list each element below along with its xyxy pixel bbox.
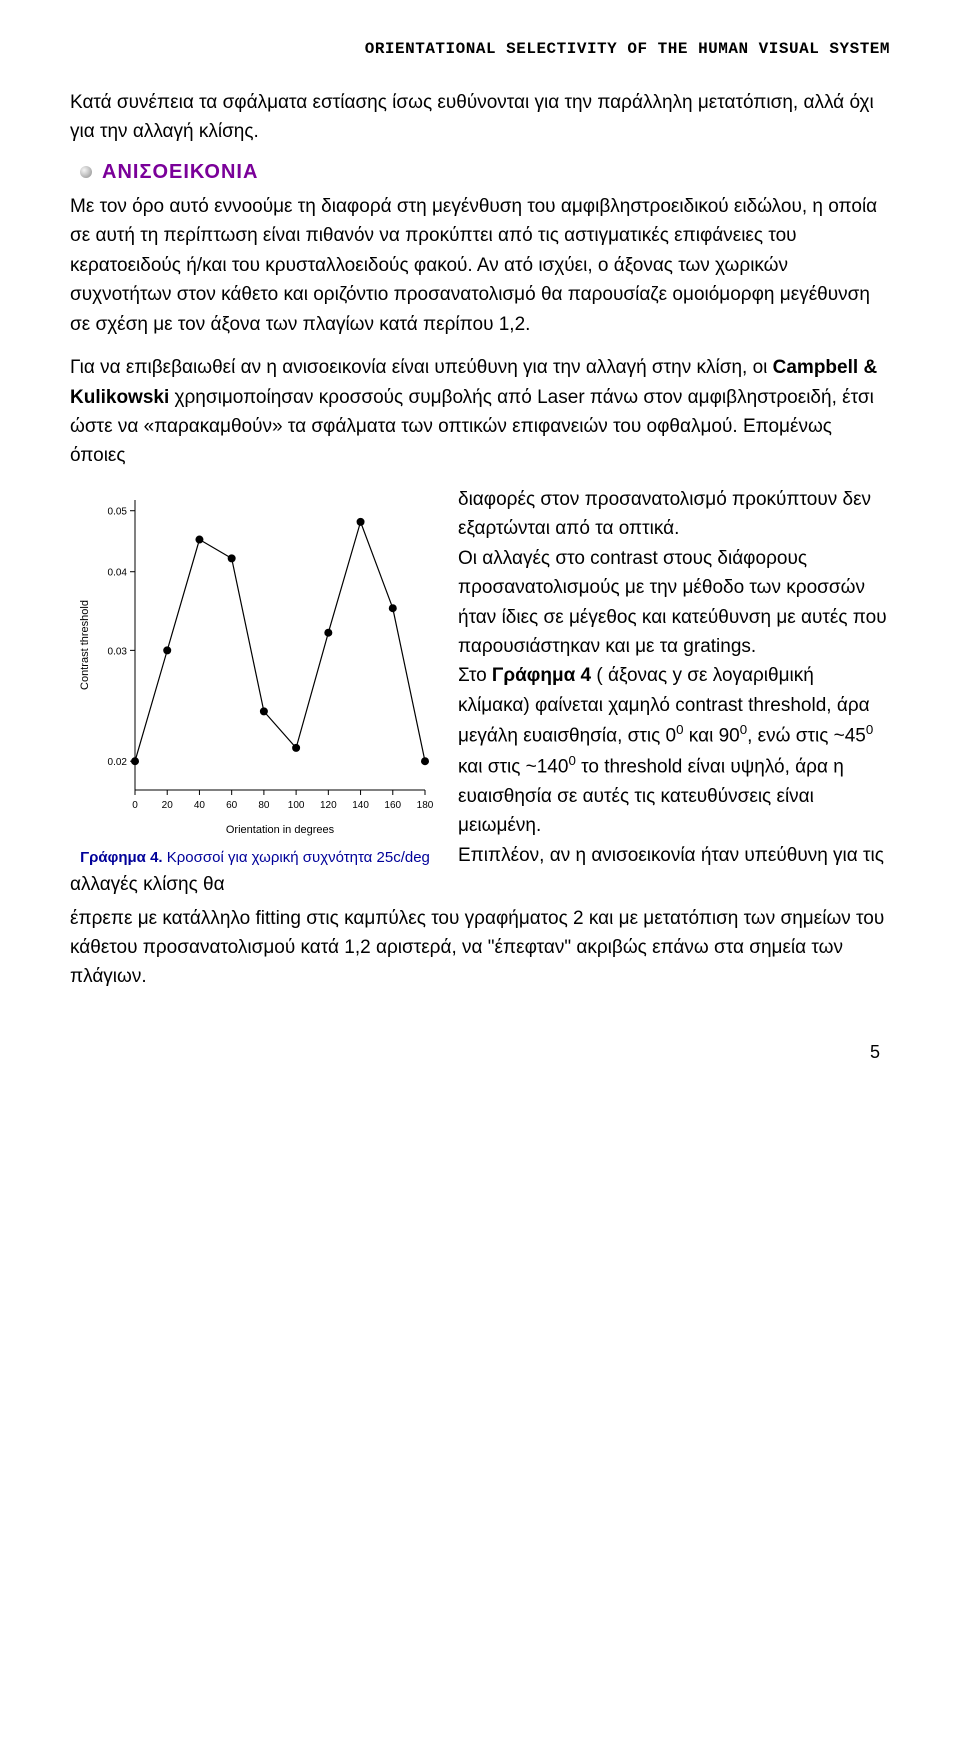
- svg-text:0.04: 0.04: [108, 568, 128, 579]
- svg-text:160: 160: [384, 800, 401, 811]
- svg-text:20: 20: [162, 800, 174, 811]
- text-run: Στο: [458, 665, 492, 686]
- figure-4: 0.02 0.03 0.04 0.05 0 20 40 60 80 100 120 140 160 180…: [70, 485, 440, 866]
- svg-text:0.03: 0.03: [108, 646, 128, 657]
- text-run: , ενώ στις ~45: [747, 726, 866, 747]
- svg-text:100: 100: [288, 800, 305, 811]
- superscript: 0: [676, 722, 683, 737]
- figure-4-chart: 0.02 0.03 0.04 0.05 0 20 40 60 80 100 120 140 160 180…: [70, 485, 440, 845]
- text-run: και στις ~140: [458, 756, 568, 777]
- bullet-icon: [80, 166, 92, 178]
- body-paragraph-1: Με τον όρο αυτό εννοούμε τη διαφορά στη …: [70, 192, 890, 339]
- text-run: Οι αλλαγές στο contrast στους διάφορους …: [458, 548, 887, 657]
- text-run: διαφορές στον προσανατολισμό προκύπτουν …: [458, 489, 871, 539]
- after-float-paragraph: έπρεπε με κατάλληλο fitting στις καμπύλε…: [70, 904, 890, 992]
- superscript: 0: [568, 753, 575, 768]
- svg-text:140: 140: [352, 800, 369, 811]
- svg-text:0.02: 0.02: [108, 757, 128, 768]
- svg-text:80: 80: [258, 800, 270, 811]
- text-run: Για να επιβεβαιωθεί αν η ανισοεικονία εί…: [70, 357, 773, 378]
- caption-rest: Κροσσοί για χωρική συχνότητα 25c/deg: [163, 849, 430, 866]
- section-title: ΑΝΙΣΟΕΙΚΟΝΙΑ: [102, 161, 258, 184]
- svg-text:Orientation in degrees: Orientation in degrees: [226, 824, 335, 836]
- svg-text:0.05: 0.05: [108, 507, 128, 518]
- text-run: και 90: [684, 726, 740, 747]
- svg-text:Contrast threshold: Contrast threshold: [79, 600, 91, 690]
- intro-paragraph: Κατά συνέπεια τα σφάλματα εστίασης ίσως …: [70, 88, 890, 147]
- caption-bold: Γράφημα 4.: [80, 849, 163, 866]
- svg-text:180: 180: [417, 800, 434, 811]
- text-run: χρησιμοποίησαν κροσσούς συμβολής από Las…: [70, 387, 874, 467]
- figure-4-caption: Γράφημα 4. Κροσσοί για χωρική συχνότητα …: [70, 849, 440, 866]
- svg-text:0: 0: [132, 800, 138, 811]
- page-header: ORIENTATIONAL SELECTIVITY OF THE HUMAN V…: [70, 40, 890, 58]
- superscript: 0: [866, 722, 873, 737]
- superscript: 0: [740, 722, 747, 737]
- section-heading-row: ΑΝΙΣΟΕΙΚΟΝΙΑ: [70, 161, 890, 184]
- figure-ref-bold: Γράφημα 4: [492, 665, 591, 686]
- svg-text:40: 40: [194, 800, 206, 811]
- svg-text:60: 60: [226, 800, 238, 811]
- page-number: 5: [70, 1042, 890, 1063]
- svg-text:120: 120: [320, 800, 337, 811]
- body-paragraph-2: Για να επιβεβαιωθεί αν η ανισοεικονία εί…: [70, 353, 890, 471]
